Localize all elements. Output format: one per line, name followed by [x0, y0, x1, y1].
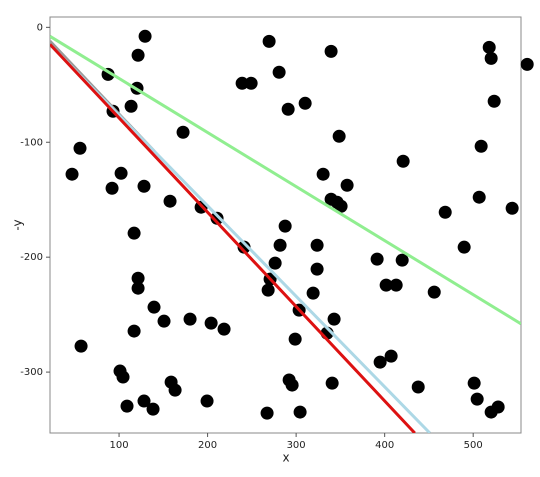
point — [168, 383, 182, 397]
point — [467, 376, 481, 390]
point — [127, 324, 141, 338]
point — [288, 332, 302, 346]
point — [325, 376, 339, 390]
x-tick-label: 400 — [375, 440, 394, 451]
point — [389, 278, 403, 292]
fit-line — [50, 35, 521, 326]
x-tick-label: 300 — [287, 440, 306, 451]
point — [146, 402, 160, 416]
point — [306, 286, 320, 300]
point — [340, 178, 354, 192]
point — [395, 253, 409, 267]
point — [470, 392, 484, 406]
point — [457, 240, 471, 254]
x-axis-label: x — [282, 451, 289, 465]
point — [131, 281, 145, 295]
point — [281, 102, 295, 116]
point — [484, 51, 498, 65]
point — [138, 29, 152, 43]
point — [411, 380, 425, 394]
point — [237, 240, 251, 254]
y-tick-label: -100 — [20, 137, 43, 148]
point — [137, 179, 151, 193]
point — [200, 394, 214, 408]
fit-line — [50, 43, 431, 433]
point — [262, 34, 276, 48]
point — [327, 312, 341, 326]
point — [235, 76, 249, 90]
point — [131, 271, 145, 285]
point — [210, 211, 224, 225]
point — [116, 370, 130, 384]
point — [334, 199, 348, 213]
point — [310, 262, 324, 276]
point — [505, 201, 519, 215]
point — [310, 238, 324, 252]
point — [298, 96, 312, 110]
point — [472, 190, 486, 204]
point — [273, 238, 287, 252]
point — [427, 285, 441, 299]
point — [396, 154, 410, 168]
point — [285, 378, 299, 392]
point — [114, 166, 128, 180]
point — [131, 48, 145, 62]
point — [147, 300, 161, 314]
point — [316, 167, 330, 181]
point — [217, 322, 231, 336]
y-tick-label: -300 — [20, 367, 43, 378]
y-axis-label: -y — [11, 219, 25, 230]
point — [204, 316, 218, 330]
point — [268, 256, 282, 270]
point — [272, 65, 286, 79]
x-tick-label: 500 — [464, 440, 483, 451]
point — [260, 406, 274, 420]
y-tick-label: -200 — [20, 252, 43, 263]
point — [65, 167, 79, 181]
point — [384, 349, 398, 363]
point — [137, 394, 151, 408]
point — [261, 283, 275, 297]
x-tick-label: 100 — [110, 440, 129, 451]
point — [74, 339, 88, 353]
point — [157, 314, 171, 328]
point — [520, 57, 534, 71]
point — [73, 141, 87, 155]
point — [183, 312, 197, 326]
point — [373, 355, 387, 369]
point — [474, 139, 488, 153]
point — [124, 99, 138, 113]
point — [370, 252, 384, 266]
point — [163, 194, 177, 208]
fit-line — [50, 43, 416, 433]
point — [482, 40, 496, 54]
point — [244, 76, 258, 90]
point — [487, 94, 501, 108]
point — [105, 181, 119, 195]
point — [120, 399, 134, 413]
y-tick-label: 0 — [37, 22, 43, 33]
point — [379, 278, 393, 292]
point — [491, 400, 505, 414]
point — [176, 125, 190, 139]
point — [438, 205, 452, 219]
point — [278, 219, 292, 233]
point — [127, 226, 141, 240]
point — [332, 129, 346, 143]
x-tick-label: 200 — [198, 440, 217, 451]
point — [324, 44, 338, 58]
point — [293, 405, 307, 419]
